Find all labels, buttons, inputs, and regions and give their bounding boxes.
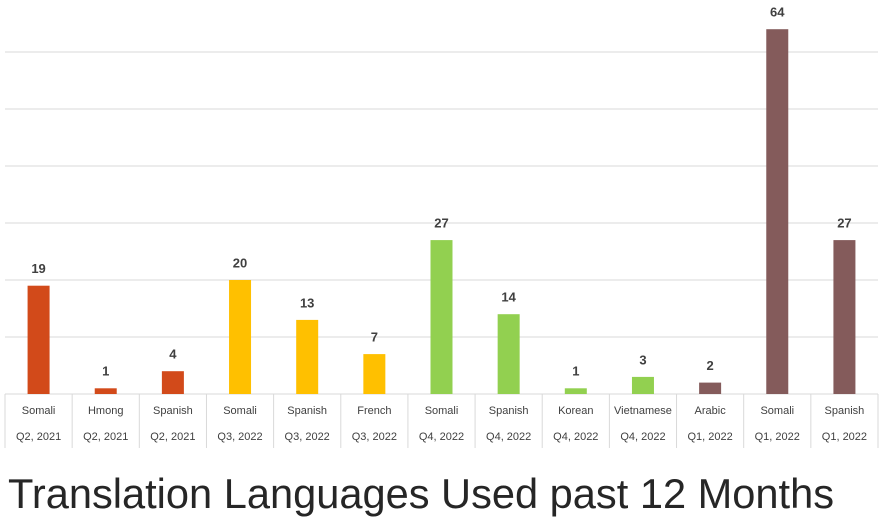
x-tick-label: Somali — [223, 405, 257, 417]
x-tick-label: Vietnamese — [614, 405, 672, 417]
chart-title: Translation Languages Used past 12 Month… — [8, 470, 834, 517]
bar — [430, 240, 453, 394]
x-tick-label: Hmong — [88, 405, 123, 417]
bar — [161, 371, 184, 394]
x-group-label: Q4, 2022 — [486, 431, 531, 443]
bar — [564, 388, 587, 394]
bar — [94, 388, 117, 394]
x-tick-label: Spanish — [287, 405, 327, 417]
data-label: 1 — [102, 364, 109, 379]
x-group-label: Q4, 2022 — [553, 431, 598, 443]
data-label: 2 — [706, 358, 713, 373]
x-group-label: Q1, 2022 — [822, 431, 867, 443]
x-tick-label: Spanish — [489, 405, 529, 417]
x-group-label: Q3, 2022 — [285, 431, 330, 443]
x-group-label: Q4, 2022 — [419, 431, 464, 443]
x-group-label: Q1, 2022 — [755, 431, 800, 443]
bar — [833, 240, 856, 394]
data-label: 64 — [770, 5, 785, 20]
data-label: 13 — [300, 295, 314, 310]
bar — [497, 314, 520, 394]
x-tick-label: Somali — [760, 405, 794, 417]
x-group-label: Q1, 2022 — [687, 431, 732, 443]
bar — [766, 29, 789, 394]
x-tick-label: Somali — [22, 405, 56, 417]
x-group-label: Q3, 2022 — [352, 431, 397, 443]
x-group-label: Q2, 2021 — [83, 431, 128, 443]
bar — [699, 382, 722, 394]
data-label: 7 — [371, 330, 378, 345]
x-group-label: Q2, 2021 — [16, 431, 61, 443]
x-tick-label: Somali — [425, 405, 459, 417]
data-label: 19 — [31, 261, 45, 276]
data-label: 20 — [233, 255, 247, 270]
data-label: 1 — [572, 364, 579, 379]
x-group-label: Q2, 2021 — [150, 431, 195, 443]
x-tick-label: Korean — [558, 405, 593, 417]
data-label: 14 — [501, 290, 516, 305]
data-label: 3 — [639, 352, 646, 367]
bar — [631, 376, 654, 394]
x-tick-label: Spanish — [153, 405, 193, 417]
x-group-label: Q3, 2022 — [217, 431, 262, 443]
x-tick-label: Arabic — [695, 405, 727, 417]
bar — [27, 285, 50, 394]
x-group-label: Q4, 2022 — [620, 431, 665, 443]
bar — [296, 319, 319, 394]
bar — [229, 280, 252, 394]
bar — [363, 354, 386, 394]
data-label: 27 — [434, 216, 448, 231]
x-tick-label: Spanish — [825, 405, 865, 417]
data-label: 27 — [837, 216, 851, 231]
data-label: 4 — [169, 347, 177, 362]
x-tick-label: French — [357, 405, 391, 417]
